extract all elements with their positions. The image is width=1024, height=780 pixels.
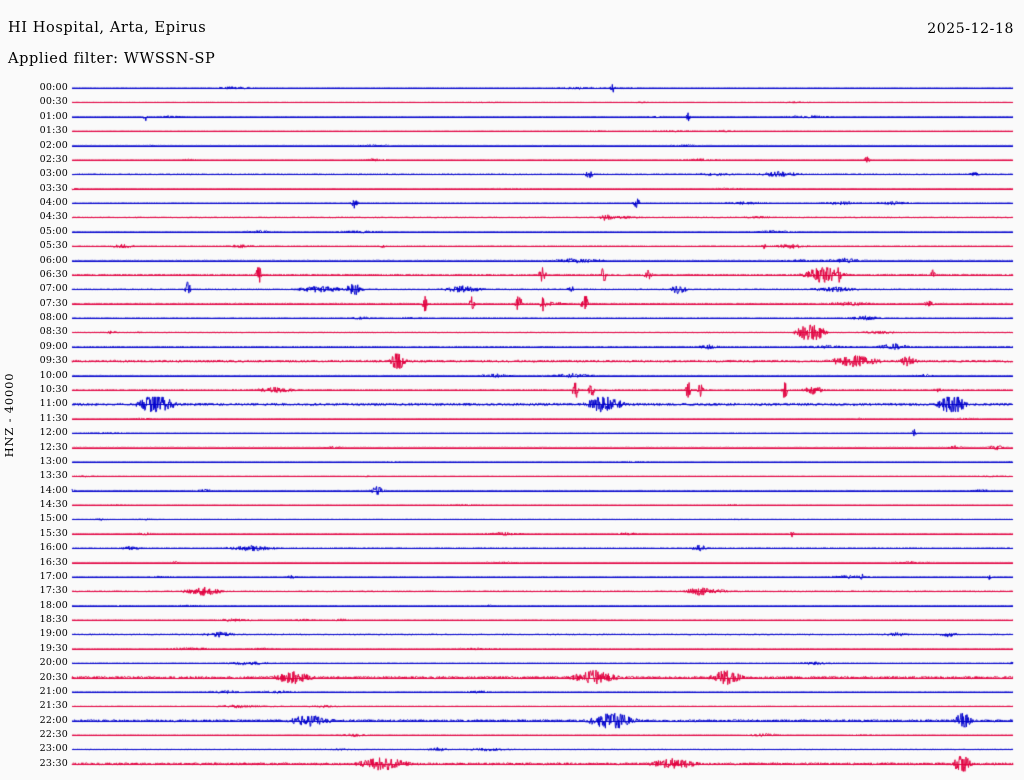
time-label: 12:00 <box>39 427 68 439</box>
time-label: 14:00 <box>39 484 68 496</box>
time-label: 04:30 <box>39 211 68 223</box>
time-label: 16:30 <box>39 556 68 568</box>
time-label: 07:30 <box>39 297 68 309</box>
time-label: 12:30 <box>39 441 68 453</box>
time-label: 07:00 <box>39 283 68 295</box>
time-label: 18:30 <box>39 614 68 626</box>
time-label: 13:00 <box>39 455 68 467</box>
time-label: 23:30 <box>39 757 68 769</box>
time-label: 09:30 <box>39 355 68 367</box>
time-label: 13:30 <box>39 470 68 482</box>
seismogram-traces-canvas <box>0 78 1024 778</box>
time-label: 11:00 <box>39 398 68 410</box>
date-label: 2025-12-18 <box>927 21 1014 37</box>
time-label: 02:00 <box>39 139 68 151</box>
time-label: 05:00 <box>39 225 68 237</box>
page-title: HI Hospital, Arta, Epirus <box>8 20 207 36</box>
applied-filter-label: Applied filter: WWSSN-SP <box>8 51 216 67</box>
time-label: 00:30 <box>39 96 68 108</box>
time-axis-labels: 00:00 00:30 01:00 01:30 02:00 02:30 03:00 03:30… <box>0 78 68 778</box>
time-label: 03:00 <box>39 168 68 180</box>
time-label: 16:00 <box>39 542 68 554</box>
time-label: 00:00 <box>39 82 68 93</box>
time-label: 17:30 <box>39 585 68 597</box>
time-label: 02:30 <box>39 153 68 165</box>
time-label: 20:00 <box>39 657 68 669</box>
time-label: 22:00 <box>39 714 68 726</box>
time-label: 11:30 <box>39 412 68 424</box>
time-label: 08:30 <box>39 326 68 338</box>
time-label: 08:00 <box>39 312 68 324</box>
time-label: 20:30 <box>39 671 68 683</box>
time-label: 17:00 <box>39 570 68 582</box>
time-label: 05:30 <box>39 240 68 252</box>
time-label: 10:30 <box>39 383 68 395</box>
time-label: 06:00 <box>39 254 68 266</box>
time-label: 09:00 <box>39 340 68 352</box>
time-label: 14:30 <box>39 499 68 511</box>
time-label: 23:00 <box>39 743 68 755</box>
seismogram-plot: 00:00 00:30 01:00 01:30 02:00 02:30 03:00 03:30… <box>0 78 1024 778</box>
time-label: 01:00 <box>39 110 68 122</box>
time-label: 22:30 <box>39 729 68 741</box>
time-label: 04:00 <box>39 197 68 209</box>
time-label: 15:00 <box>39 513 68 525</box>
time-label: 21:30 <box>39 700 68 712</box>
time-label: 18:00 <box>39 599 68 611</box>
time-label: 06:30 <box>39 268 68 280</box>
time-label: 10:00 <box>39 369 68 381</box>
time-label: 15:30 <box>39 527 68 539</box>
time-label: 19:30 <box>39 642 68 654</box>
time-label: 21:00 <box>39 685 68 697</box>
time-label: 19:00 <box>39 628 68 640</box>
time-label: 03:30 <box>39 182 68 194</box>
time-label: 01:30 <box>39 125 68 137</box>
